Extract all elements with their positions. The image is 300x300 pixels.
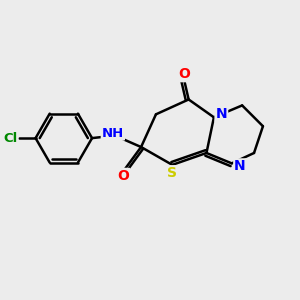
Text: Cl: Cl [3,132,17,145]
Text: N: N [234,159,246,173]
Text: O: O [117,169,129,183]
Text: NH: NH [102,127,124,140]
Text: O: O [178,67,190,81]
Text: N: N [215,107,227,121]
Text: S: S [167,166,177,180]
